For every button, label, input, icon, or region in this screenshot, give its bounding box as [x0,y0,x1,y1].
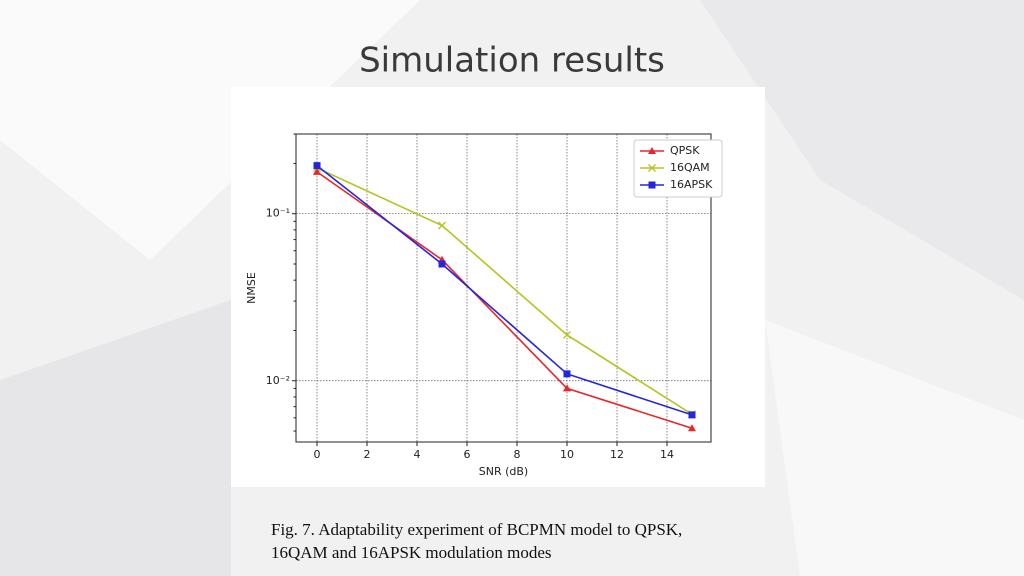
marker [563,384,571,392]
bg-shape [0,300,231,576]
x-tick-label: 14 [660,448,674,461]
marker [438,260,446,268]
y-axis-label: NMSE [245,272,258,304]
marker [688,424,696,432]
y-tick-label: 10⁻¹ [266,207,290,220]
marker [438,221,446,230]
x-tick-label: 10 [560,448,574,461]
marker [313,167,321,175]
legend-label: 16APSK [670,178,713,191]
x-tick-label: 2 [364,448,371,461]
caption: Fig. 7. Adaptability experiment of BCPMN… [271,520,682,539]
x-tick-label: 6 [464,448,471,461]
plot: 0 2 4 6 8 10 12 14 10⁻¹ 10⁻² SNR (dB) NMSE QPSK 16QAM… [245,133,723,478]
legend-label: 16QAM [670,161,710,174]
marker [648,164,656,172]
bg-shape [700,0,1024,300]
legend-box [633,139,723,198]
plot-frame [295,133,712,443]
marker [648,181,656,189]
marker [563,331,571,339]
x-tick-label: 8 [514,448,521,461]
y-tick-label: 10⁻² [266,374,290,387]
bg-shape [765,320,1024,576]
marker [688,411,696,419]
bg-shape [0,0,420,260]
x-tick-label: 4 [414,448,421,461]
marker [313,162,321,170]
series-line [316,164,693,416]
slide-title: Simulation results [359,41,665,81]
series-line [316,167,693,415]
marker [648,147,656,154]
caption: 16QAM and 16APSK modulation modes [271,543,552,562]
x-axis-label: SNR (dB) [479,465,528,478]
x-tick-label: 12 [610,448,624,461]
legend-label: QPSK [670,144,700,157]
marker [563,370,571,378]
x-tick-label: 0 [314,448,321,461]
